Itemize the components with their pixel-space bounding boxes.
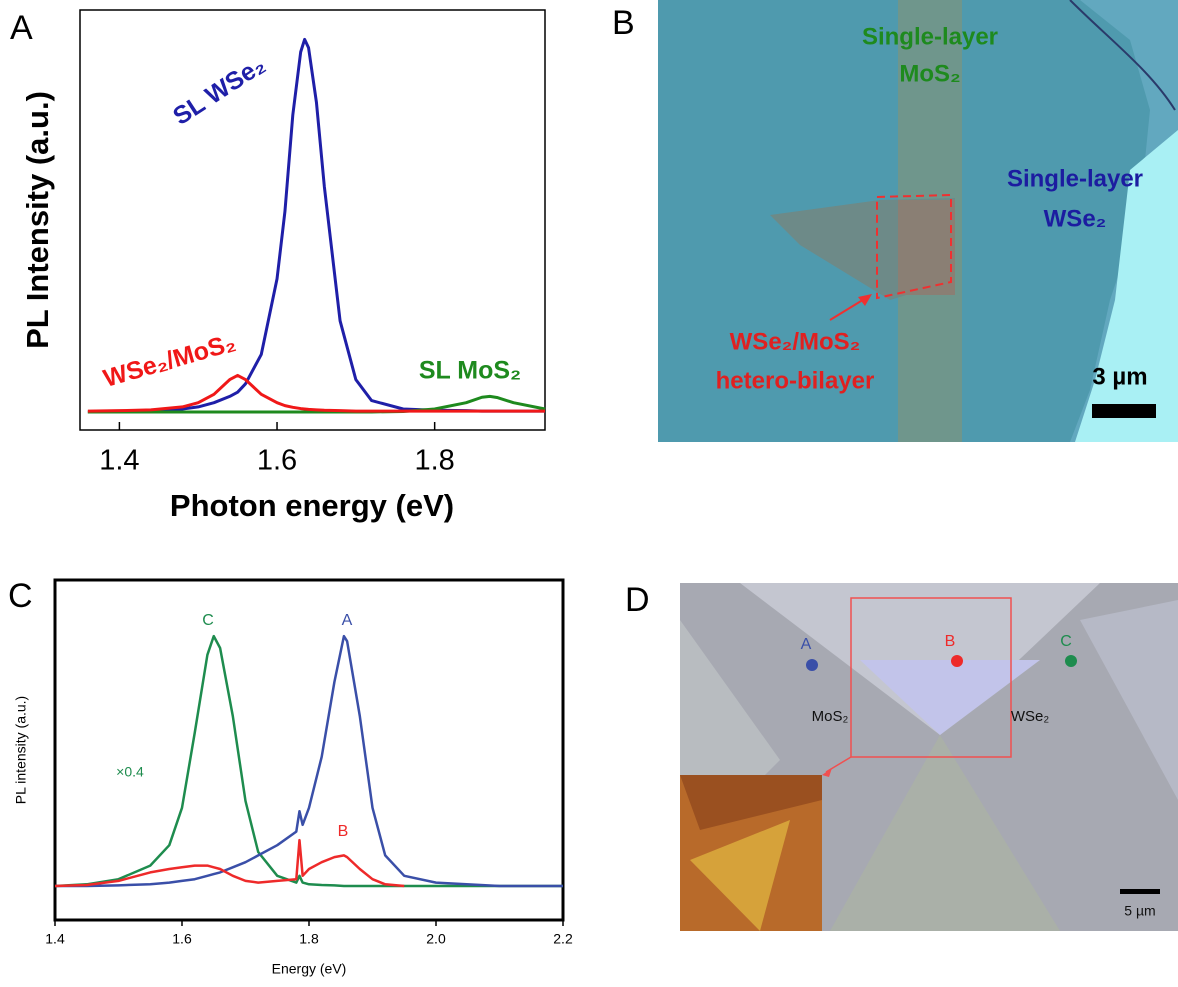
x-tick-label: 2.0 bbox=[426, 931, 446, 947]
image-label: WSe₂/MoS₂ bbox=[730, 328, 861, 355]
panel-label: D bbox=[625, 581, 650, 619]
series-line bbox=[54, 838, 405, 888]
image-label: Single-layer bbox=[1007, 165, 1143, 192]
panel-label: B bbox=[612, 4, 635, 42]
series-label: SL MoS₂ bbox=[419, 357, 521, 385]
x-tick-label: 1.6 bbox=[172, 931, 192, 947]
x-axis-label: Photon energy (eV) bbox=[170, 488, 454, 523]
image-label: MoS₂ bbox=[899, 60, 960, 87]
panel-label: A bbox=[10, 9, 33, 47]
x-axis-label: Energy (eV) bbox=[272, 961, 347, 977]
series-label: SL WSe₂ bbox=[168, 51, 270, 131]
y-axis-label: PL Intensity (a.u.) bbox=[20, 91, 55, 349]
y-axis-label: PL intensity (a.u.) bbox=[13, 696, 29, 804]
image-label: WSe₂ bbox=[1011, 708, 1050, 725]
series-line bbox=[87, 394, 546, 414]
x-tick-label: 1.8 bbox=[414, 445, 454, 477]
image-label: MoS₂ bbox=[812, 708, 849, 725]
point-label: B bbox=[945, 633, 956, 650]
scale-bar-label: 3 µm bbox=[1092, 363, 1147, 390]
annotation: ×0.4 bbox=[116, 764, 144, 780]
scale-bar-label: 5 µm bbox=[1124, 903, 1155, 919]
series-line bbox=[55, 634, 563, 888]
series-label: C bbox=[202, 612, 214, 629]
image-label: WSe₂ bbox=[1044, 205, 1107, 232]
series-label: A bbox=[342, 612, 353, 629]
image-label: hetero-bilayer bbox=[716, 367, 875, 394]
series-line bbox=[54, 634, 563, 888]
point-label: C bbox=[1060, 633, 1072, 650]
x-tick-label: 1.6 bbox=[257, 445, 297, 477]
x-tick-label: 1.4 bbox=[45, 931, 65, 947]
plot-frame bbox=[79, 9, 546, 431]
series-label: WSe₂/MoS₂ bbox=[100, 328, 239, 392]
x-tick-label: 1.8 bbox=[299, 931, 319, 947]
image-label: Single-layer bbox=[862, 23, 998, 50]
x-tick-label: 2.2 bbox=[553, 931, 573, 947]
micrograph-b bbox=[658, 0, 1178, 442]
series-line bbox=[87, 373, 545, 413]
x-tick-label: 1.4 bbox=[99, 445, 139, 477]
micrograph-d bbox=[680, 583, 1178, 931]
series-label: B bbox=[338, 823, 349, 840]
panel-label: C bbox=[8, 577, 33, 615]
point-label: A bbox=[801, 636, 812, 653]
